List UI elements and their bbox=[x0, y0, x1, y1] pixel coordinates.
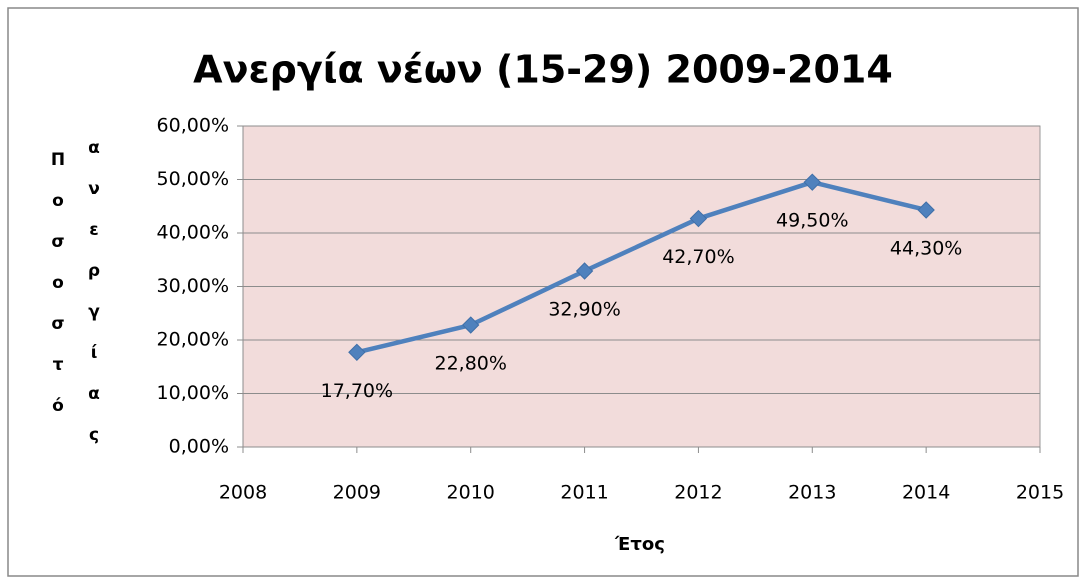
data-point bbox=[803, 173, 821, 191]
data-label: 44,30% bbox=[890, 237, 962, 259]
data-label: 17,70% bbox=[321, 380, 393, 402]
data-point bbox=[348, 343, 366, 362]
data-point bbox=[462, 316, 480, 334]
x-tick-label: 2012 bbox=[674, 482, 722, 504]
y-tick-label: 60,00% bbox=[157, 115, 229, 137]
data-point bbox=[917, 201, 935, 219]
y-tick-label: 10,00% bbox=[157, 382, 229, 404]
y-tick-label: 30,00% bbox=[157, 275, 229, 297]
x-tick-label: 2009 bbox=[333, 482, 381, 504]
x-tick-label: 2008 bbox=[219, 482, 267, 504]
y-tick-label: 50,00% bbox=[157, 168, 229, 190]
x-tick-label: 2011 bbox=[560, 482, 608, 504]
y-axis-title: Ποσοστό ανεργίας bbox=[48, 138, 104, 466]
y-tick-label: 40,00% bbox=[157, 222, 229, 244]
y-tick-label: 0,00% bbox=[169, 436, 229, 458]
x-tick-label: 2014 bbox=[902, 482, 950, 504]
data-point bbox=[689, 209, 708, 228]
x-axis-title: Έτος bbox=[614, 534, 665, 555]
y-tick-label: 20,00% bbox=[157, 329, 229, 351]
x-tick-label: 2010 bbox=[447, 482, 495, 504]
data-label: 42,70% bbox=[662, 246, 734, 268]
data-label: 49,50% bbox=[776, 210, 848, 232]
data-label: 32,90% bbox=[548, 298, 620, 320]
data-label: 22,80% bbox=[434, 353, 506, 375]
x-tick-label: 2013 bbox=[788, 482, 836, 504]
data-point bbox=[575, 262, 594, 280]
chart-title: Ανεργία νέων (15-29) 2009-2014 bbox=[193, 48, 893, 92]
x-tick-label: 2015 bbox=[1016, 482, 1064, 504]
series-line bbox=[356, 179, 927, 355]
